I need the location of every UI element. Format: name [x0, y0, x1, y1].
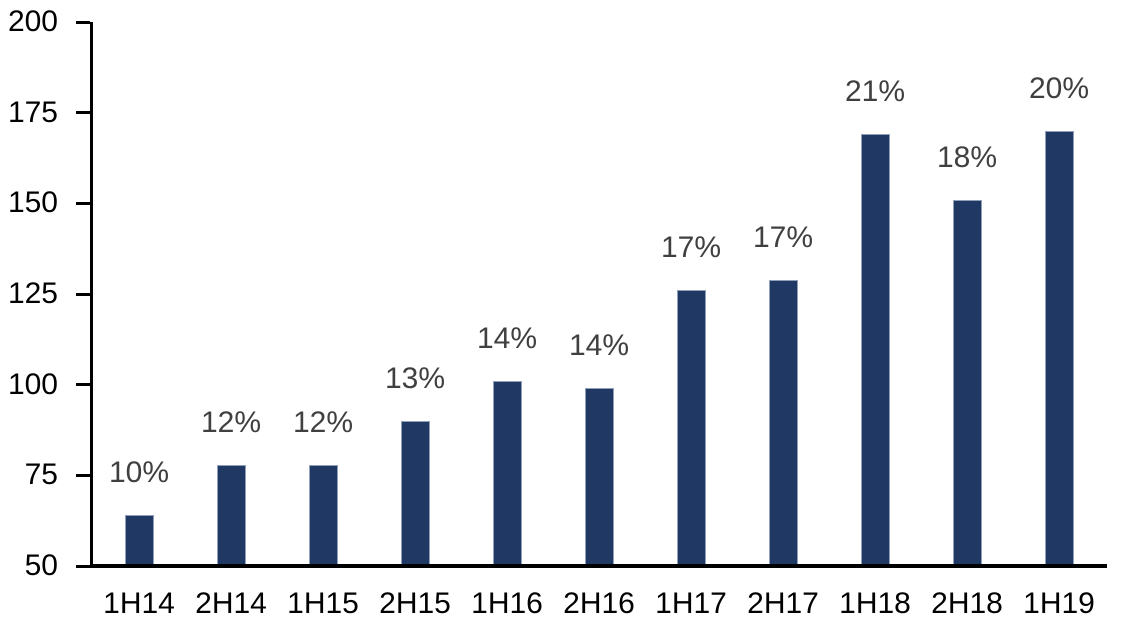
- bar: [400, 420, 430, 566]
- y-tick-label: 175: [7, 96, 58, 129]
- y-tick-mark: [76, 293, 90, 296]
- bar-value-label: 17%: [752, 220, 814, 254]
- y-tick-mark: [76, 565, 90, 568]
- bar: [952, 199, 982, 566]
- x-tick-label: 1H19: [1023, 587, 1095, 620]
- bar: [584, 388, 614, 566]
- y-tick-mark: [76, 202, 90, 205]
- bar-value-label: 21%: [844, 75, 906, 109]
- y-tick-mark: [76, 111, 90, 114]
- bar: [492, 381, 522, 566]
- x-tick-label: 1H14: [103, 587, 175, 620]
- x-tick-label: 1H17: [655, 587, 727, 620]
- x-axis-line: [90, 564, 1107, 568]
- x-tick-label: 2H18: [931, 587, 1003, 620]
- bar-value-label: 13%: [384, 361, 446, 395]
- y-axis-line: [90, 22, 93, 568]
- bar: [216, 464, 246, 566]
- bar: [1044, 130, 1074, 566]
- bar-value-label: 12%: [200, 405, 262, 439]
- bar: [676, 290, 706, 566]
- y-tick-mark: [76, 474, 90, 477]
- y-tick-label: 100: [7, 368, 58, 401]
- y-tick-label: 50: [24, 549, 58, 582]
- bar-value-label: 17%: [660, 231, 722, 265]
- x-tick-label: 1H18: [839, 587, 911, 620]
- x-tick-label: 2H16: [563, 587, 635, 620]
- bar: [860, 134, 890, 566]
- x-tick-label: 1H16: [471, 587, 543, 620]
- x-tick-label: 1H15: [287, 587, 359, 620]
- x-tick-label: 2H17: [747, 587, 819, 620]
- x-tick-label: 2H14: [195, 587, 267, 620]
- y-tick-label: 200: [7, 5, 58, 38]
- y-tick-mark: [76, 383, 90, 386]
- y-tick-label: 125: [7, 277, 58, 310]
- bar-value-label: 14%: [568, 329, 630, 363]
- x-tick-label: 2H15: [379, 587, 451, 620]
- bar: [768, 279, 798, 566]
- y-tick-label: 150: [7, 186, 58, 219]
- bar: [124, 515, 154, 566]
- bar-value-label: 20%: [1028, 71, 1090, 105]
- bar-value-label: 14%: [476, 322, 538, 355]
- bar-value-label: 12%: [292, 405, 354, 439]
- y-tick-label: 75: [24, 458, 58, 491]
- y-tick-mark: [76, 21, 90, 24]
- bar-value-label: 18%: [936, 140, 998, 174]
- bar: [308, 464, 338, 566]
- bar-value-label: 10%: [108, 456, 170, 490]
